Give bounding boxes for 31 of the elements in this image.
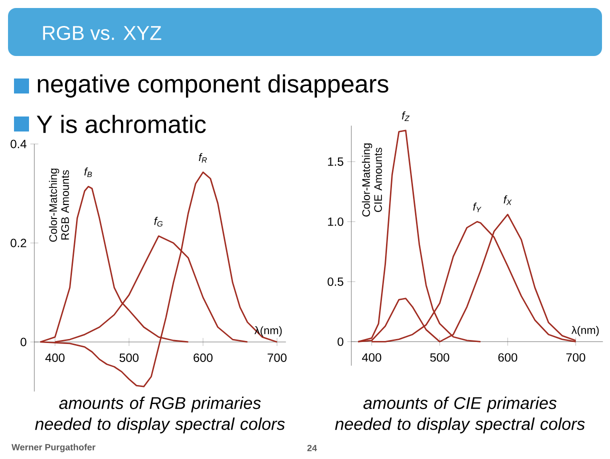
text: amounts of CIE primaries needed to display spectral colors <box>335 396 585 434</box>
series-label: f$_{X}$ <box>504 195 512 205</box>
x-tick-label: 600 <box>498 353 518 362</box>
series-label: f$_{Y}$ <box>473 202 482 212</box>
y-axis-title: Color-Matching CIE Amounts <box>362 143 382 217</box>
chart-title: RGB vs. XYZ <box>43 26 162 40</box>
x-tick-label: 500 <box>430 353 450 362</box>
y-tick-label: 1.0 <box>328 217 344 226</box>
x-tick-label: 600 <box>194 354 213 362</box>
y-tick-label: 0 <box>20 338 26 346</box>
series-label: f$_{B}$ <box>84 167 92 178</box>
series-label: f$_{R}$ <box>198 153 207 163</box>
y-tick-label: 1.5 <box>328 158 344 166</box>
series-label: f$_{Z}$ <box>402 111 410 121</box>
y-tick-label: 0.4 <box>10 140 26 148</box>
text: Y is achromatic <box>36 114 206 134</box>
x-tick-label: 500 <box>120 354 139 362</box>
text: negative component disappears <box>38 74 388 98</box>
text: amounts of RGB primaries needed to display spectral colors <box>35 396 285 434</box>
y-tick-label: 0 <box>338 337 344 346</box>
x-tick-label: 400 <box>362 353 382 362</box>
text: Werner Purgathofer <box>12 444 96 452</box>
x-axis-title: λ(nm) <box>572 326 599 336</box>
text: 24 <box>307 444 317 452</box>
x-tick-label: 700 <box>566 353 586 362</box>
x-tick-label: 400 <box>45 354 65 362</box>
y-axis-title: Color-Matching RGB Amounts <box>48 168 69 242</box>
x-tick-label: 700 <box>268 354 287 362</box>
y-tick-label: 0.5 <box>328 277 344 286</box>
series-label: f$_{G}$ <box>154 216 163 227</box>
y-tick-label: 0.2 <box>10 238 26 248</box>
